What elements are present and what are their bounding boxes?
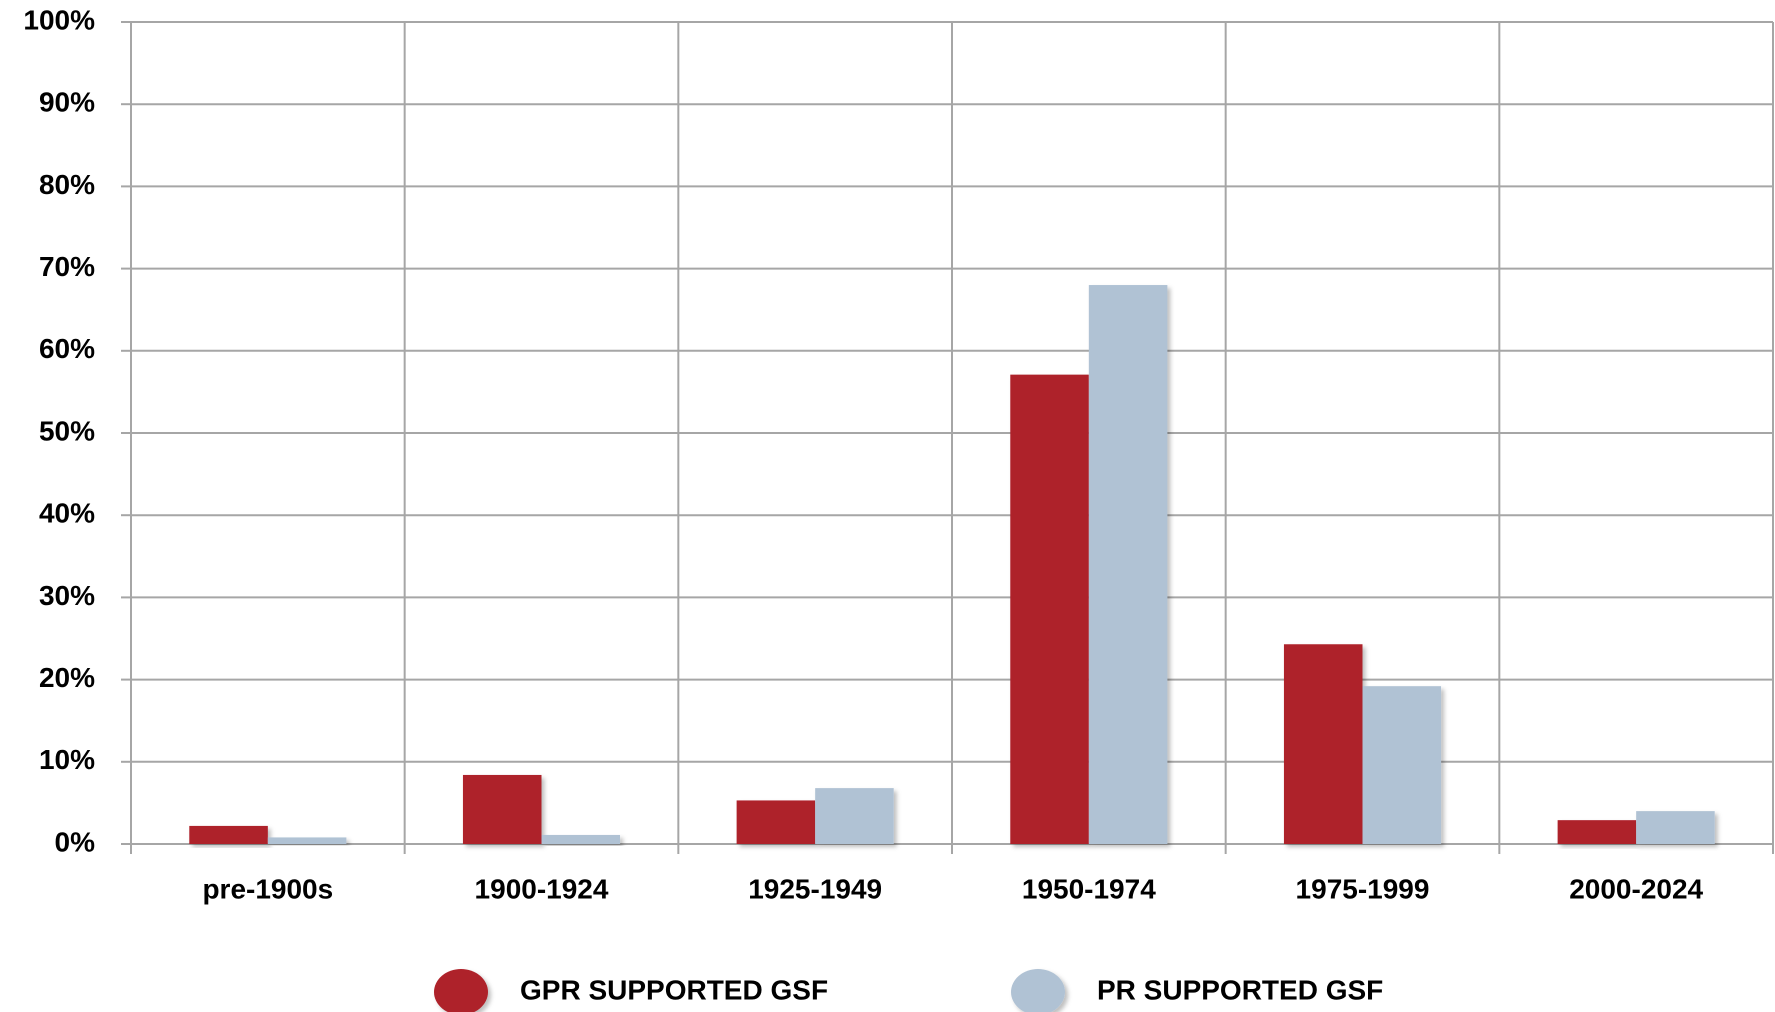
y-tick-label: 70%: [39, 251, 95, 282]
bar: [736, 800, 816, 844]
y-tick-label: 80%: [39, 169, 95, 200]
y-tick-label: 50%: [39, 415, 95, 446]
x-tick-label: 1925-1949: [748, 873, 882, 904]
bar: [541, 834, 621, 844]
x-tick-label: 1975-1999: [1296, 873, 1430, 904]
bar: [267, 837, 347, 844]
x-tick-label: 2000-2024: [1569, 873, 1703, 904]
y-tick-label: 20%: [39, 662, 95, 693]
y-tick-label: 0%: [55, 826, 96, 857]
bar: [1636, 811, 1715, 844]
bar: [189, 825, 268, 844]
y-tick-label: 30%: [39, 580, 95, 611]
y-tick-label: 100%: [23, 4, 95, 35]
x-tick-label: 1950-1974: [1022, 873, 1156, 904]
y-tick-label: 90%: [39, 87, 95, 118]
bar: [462, 774, 542, 844]
bar: [1010, 374, 1089, 844]
y-tick-label: 10%: [39, 744, 95, 775]
y-tick-label: 60%: [39, 333, 95, 364]
x-tick-label: pre-1900s: [202, 873, 333, 904]
bar: [815, 788, 894, 844]
bar: [1283, 644, 1363, 844]
bar: [1557, 820, 1637, 844]
legend-swatch: [1011, 969, 1065, 1012]
bar: [1362, 686, 1442, 844]
legend-label: GPR SUPPORTED GSF: [520, 974, 828, 1005]
legend-label: PR SUPPORTED GSF: [1097, 974, 1383, 1005]
x-tick-label: 1900-1924: [475, 873, 609, 904]
y-tick-label: 40%: [39, 498, 95, 529]
legend-swatch: [434, 969, 488, 1012]
bar: [1088, 285, 1168, 844]
